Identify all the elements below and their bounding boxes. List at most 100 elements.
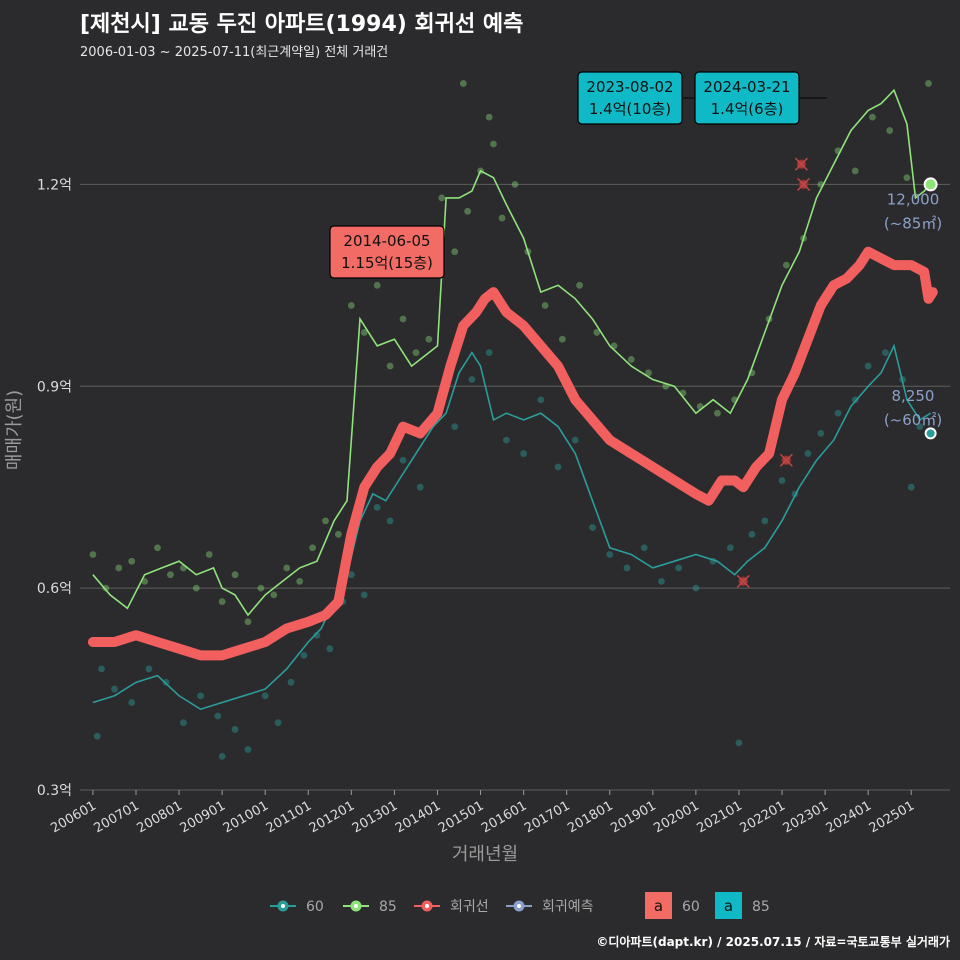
end-label-85: 12,000 (~85㎡): [884, 190, 942, 232]
regression-outlier-cross: [794, 157, 808, 171]
scatter-point-85: [511, 180, 519, 188]
scatter-point-60: [218, 752, 226, 760]
scatter-point-85: [438, 194, 446, 202]
scatter-point-85: [498, 214, 506, 222]
scatter-point-85: [485, 113, 493, 121]
annotation-price: 1.15억(15층): [341, 254, 433, 272]
scatter-point-60: [834, 409, 842, 417]
scatter-point-60: [748, 530, 756, 538]
end-label-value: 12,000: [887, 190, 940, 208]
scatter-point-85: [714, 409, 721, 417]
end-point-60: [924, 427, 937, 440]
legend-dot-core: [517, 904, 521, 908]
legend-label: 회귀예측: [542, 899, 594, 915]
scatter-point-85: [309, 544, 316, 552]
annotation-price: 1.4억(10층): [589, 100, 671, 118]
legend-box-label: 85: [752, 899, 770, 915]
y-tick-label: 0.3억: [37, 783, 72, 799]
scatter-point-60: [520, 450, 528, 457]
scatter-point-60: [606, 551, 614, 558]
regression-outlier-cross: [736, 574, 750, 588]
x-tick-label: 200801: [135, 798, 185, 836]
scatter-point-85: [399, 315, 407, 323]
annotation-date: 2024-03-21: [703, 78, 790, 96]
scatter-point-60: [162, 678, 170, 686]
scatter-point-85: [296, 578, 304, 585]
scatter-point-85: [192, 584, 200, 592]
scatter-point-60: [197, 692, 204, 700]
x-axis-title: 거래년월: [452, 844, 518, 865]
x-tick-label: 202101: [694, 798, 744, 836]
legend-dot-core: [281, 904, 285, 908]
scatter-point-60: [851, 396, 859, 404]
annotation-callout: 2023-08-02 1.4억(10층): [577, 71, 683, 125]
x-tick-label: 202201: [738, 798, 788, 836]
scatter-point-85: [558, 335, 566, 343]
scatter-point-85: [373, 281, 381, 289]
legend-label: 회귀선: [450, 899, 489, 915]
x-tick-label: 202301: [781, 798, 831, 836]
scatter-point-85: [903, 174, 911, 182]
scatter-point-60: [554, 463, 562, 471]
regression-outlier-point: [779, 453, 793, 467]
scatter-point-85: [459, 80, 467, 87]
end-point-85: [923, 177, 938, 192]
scatter-point-85: [360, 329, 368, 336]
scatter-point-60: [817, 429, 825, 437]
scatter-point-85: [627, 355, 635, 363]
legend-item: 회귀예측: [506, 899, 594, 915]
regression-line: [87, 246, 938, 661]
scatter-point-85: [869, 113, 876, 121]
scatter-point-60: [502, 436, 510, 444]
legend-box-item: a 85: [715, 892, 770, 919]
annotation-box: [329, 225, 445, 279]
scatter-point-60: [658, 578, 665, 585]
scatter-point-60: [347, 571, 355, 579]
end-label-unit: (~85㎡): [884, 214, 942, 232]
scatter-point-60: [214, 712, 222, 720]
scatter-point-85: [283, 564, 291, 572]
x-tick-label: 200901: [178, 798, 228, 836]
legend-box: [645, 892, 672, 919]
x-tick-label: 201101: [264, 798, 314, 836]
scatter-point-60: [300, 652, 308, 659]
annotation-date: 2014-06-05: [343, 232, 430, 250]
scatter-point-85: [412, 349, 420, 357]
x-tick-label: 201901: [608, 798, 658, 836]
scatter-point-85: [244, 618, 252, 626]
scatter-point-60: [231, 726, 239, 733]
scatter-point-85: [541, 302, 549, 309]
scatter-point-85: [257, 584, 265, 592]
x-tick-label: 200601: [48, 798, 98, 836]
x-tick-label: 201001: [221, 798, 271, 836]
scatter-point-60: [623, 564, 631, 572]
legend-box-item: a 60: [645, 892, 700, 919]
y-tick-label: 1.2억: [37, 177, 72, 193]
scatter-point-60: [313, 631, 321, 639]
regression-outlier-point: [736, 574, 750, 588]
legend-item: 회귀선: [414, 899, 489, 915]
legend-box-glyph: a: [654, 897, 663, 915]
source-caption: ©디아파트(dapt.kr) / 2025.07.15 / 자료=국토교통부 실…: [596, 935, 950, 949]
scatter-point-60: [360, 591, 368, 599]
scatter-point-60: [287, 678, 295, 686]
scatter-point-85: [593, 329, 601, 336]
scatter-point-85: [645, 369, 652, 377]
chart-title: [제천시] 교동 두진 아파트(1994) 회귀선 예측: [80, 12, 524, 37]
scatter-point-60: [261, 692, 269, 700]
legend-dot-core: [425, 904, 429, 908]
scatter-point-60: [244, 746, 252, 754]
scatter-point-85: [425, 335, 433, 343]
scatter-point-85: [218, 598, 226, 605]
scatter-point-85: [490, 140, 497, 148]
scatter-point-60: [468, 376, 476, 383]
scatter-point-85: [451, 248, 459, 256]
legend-dot-core: [354, 904, 358, 908]
series-line-60: [92, 343, 932, 711]
legend-item: 85: [343, 899, 397, 915]
end-label-value: 8,250: [892, 387, 935, 405]
scatter-point-85: [886, 127, 894, 134]
scatter-point-60: [179, 719, 187, 727]
scatter-point-85: [464, 207, 472, 215]
regression-outlier-cross: [797, 177, 811, 191]
